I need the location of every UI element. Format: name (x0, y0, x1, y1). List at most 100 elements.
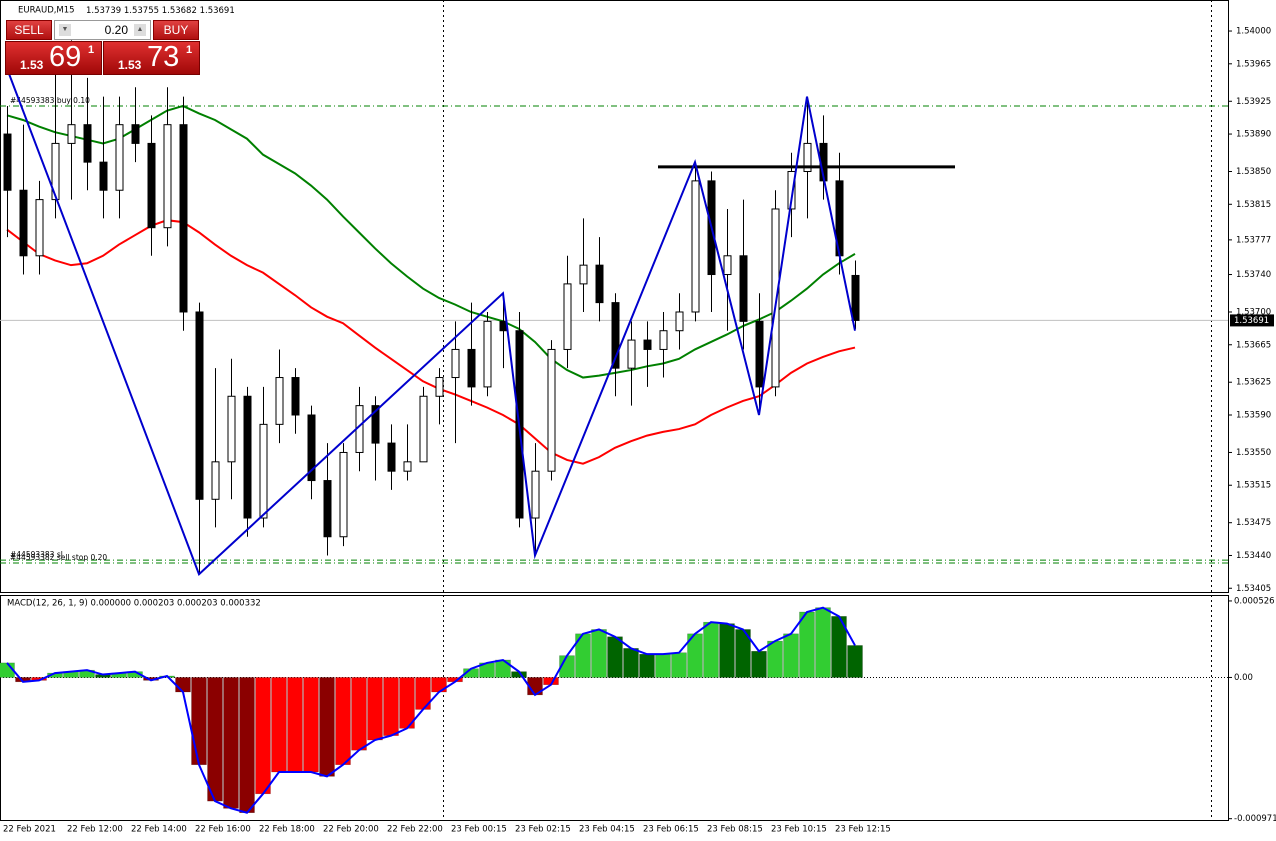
lot-value[interactable]: 0.20 (104, 23, 128, 37)
x-tick-label: 22 Feb 18:00 (259, 825, 315, 835)
candle-body (99, 161, 108, 191)
y-tick-label: 1.53777 (1236, 235, 1271, 245)
price-pips: 69 (49, 41, 82, 73)
histogram-bar (303, 677, 319, 773)
y-tick-label: 1.53965 (1236, 59, 1271, 69)
histogram-bar (591, 629, 607, 678)
x-tick-label: 23 Feb 06:15 (643, 825, 699, 835)
x-tick-label: 23 Feb 02:15 (515, 825, 571, 835)
y-tick-label: 1.53515 (1236, 481, 1271, 491)
candle-body (579, 264, 588, 285)
zigzag (6, 68, 856, 576)
candle-body (275, 377, 284, 425)
histogram-bar (623, 648, 639, 678)
candle-body (595, 264, 604, 304)
ohlc-high: 1.53755 (124, 6, 159, 16)
y-tick-label: 1.53625 (1236, 378, 1271, 388)
y-tick-label: 1.53850 (1236, 167, 1271, 177)
histogram-bar (847, 645, 863, 678)
lot-down[interactable]: ▼ (59, 24, 71, 36)
indicator-panel (0, 595, 1229, 821)
candle-body (147, 142, 156, 229)
candle-body (195, 311, 204, 500)
histogram-bar (751, 651, 767, 678)
candle-body (675, 311, 684, 332)
y-tick-label: 1.53700 (1236, 307, 1271, 317)
histogram-bar (223, 677, 239, 809)
macd-line (6, 606, 856, 814)
y-tick-label: 1.53925 (1236, 97, 1271, 107)
lot-up[interactable]: ▲ (134, 24, 146, 36)
symbol-label: EURAUD,M15 (18, 6, 75, 16)
order-label: #44593382 sell stop 0.20 (10, 553, 107, 562)
candle-body (371, 405, 380, 444)
ohlc-low: 1.53682 (162, 6, 197, 16)
histogram-bar (383, 677, 399, 736)
candle-body (563, 283, 572, 350)
x-tick-label: 22 Feb 12:00 (67, 825, 123, 835)
candle-body (3, 133, 12, 191)
candle-body (387, 442, 396, 472)
candle-body (467, 348, 476, 388)
order-label: #44593383 buy 0.10 (10, 96, 90, 105)
candle-body (531, 470, 540, 519)
y-tick-label: 1.54000 (1236, 27, 1271, 37)
candle-body (179, 124, 188, 313)
histogram-bar (719, 623, 735, 678)
histogram-bar (351, 677, 367, 751)
sell-button[interactable]: SELL (6, 20, 52, 40)
candle-body (771, 208, 780, 388)
y-tick-label: 1.53815 (1236, 200, 1271, 210)
candle-body (19, 189, 28, 257)
main-panel (0, 0, 1229, 593)
histogram-bar (671, 652, 687, 678)
y-tick-label: 1.53740 (1236, 270, 1271, 280)
buy-button[interactable]: BUY (153, 20, 199, 40)
candle-body (131, 124, 140, 144)
candle-body (723, 255, 732, 276)
price-frac: 1 (88, 44, 95, 56)
histogram-bar (175, 677, 191, 693)
candle-body (211, 461, 220, 500)
y-tick-label: 0.00 (1234, 673, 1253, 683)
order-label: #44593383 sl (10, 550, 63, 559)
candle-body (435, 377, 444, 397)
price-frac: 1 (186, 44, 193, 56)
candle-body (67, 124, 76, 144)
candle-body (51, 142, 60, 201)
price-pips: 73 (147, 41, 180, 73)
histogram-bar (703, 621, 719, 678)
histogram-bar (655, 653, 671, 678)
candle-body (659, 330, 668, 350)
candle-body (803, 142, 812, 173)
candle-body (483, 320, 492, 388)
candle-body (403, 461, 412, 472)
candle-body (35, 199, 44, 257)
x-tick-label: 23 Feb 10:15 (771, 825, 827, 835)
y-tick-label: 0.000526 (1234, 596, 1275, 606)
candle-body (739, 255, 748, 322)
buy-price[interactable]: 1.53 73 1 (103, 41, 200, 75)
candle-body (755, 320, 764, 388)
y-tick-label: 1.53590 (1236, 411, 1271, 421)
candle-body (691, 180, 700, 313)
candle-body (451, 348, 460, 379)
x-tick-label: 22 Feb 16:00 (195, 825, 251, 835)
y-tick-label: 1.53405 (1236, 584, 1271, 594)
histogram-bar (255, 677, 271, 795)
ohlc-open: 1.53739 (86, 6, 121, 16)
candle-body (307, 414, 316, 482)
y-tick-label: 1.53665 (1236, 340, 1271, 350)
candle-body (291, 377, 300, 416)
price-big: 1.53 (20, 58, 44, 72)
histogram-bar (799, 611, 815, 678)
histogram-bar (319, 677, 335, 777)
candle-body (163, 124, 172, 229)
candle-body (259, 423, 268, 519)
y-tick-label: 1.53475 (1236, 518, 1271, 528)
sell-price[interactable]: 1.53 69 1 (5, 41, 102, 75)
candle-body (627, 339, 636, 369)
ohlc-close: 1.53691 (200, 6, 235, 16)
histogram-bar (767, 640, 783, 678)
lot-input[interactable]: ▼ 0.20 ▲ (54, 20, 151, 40)
